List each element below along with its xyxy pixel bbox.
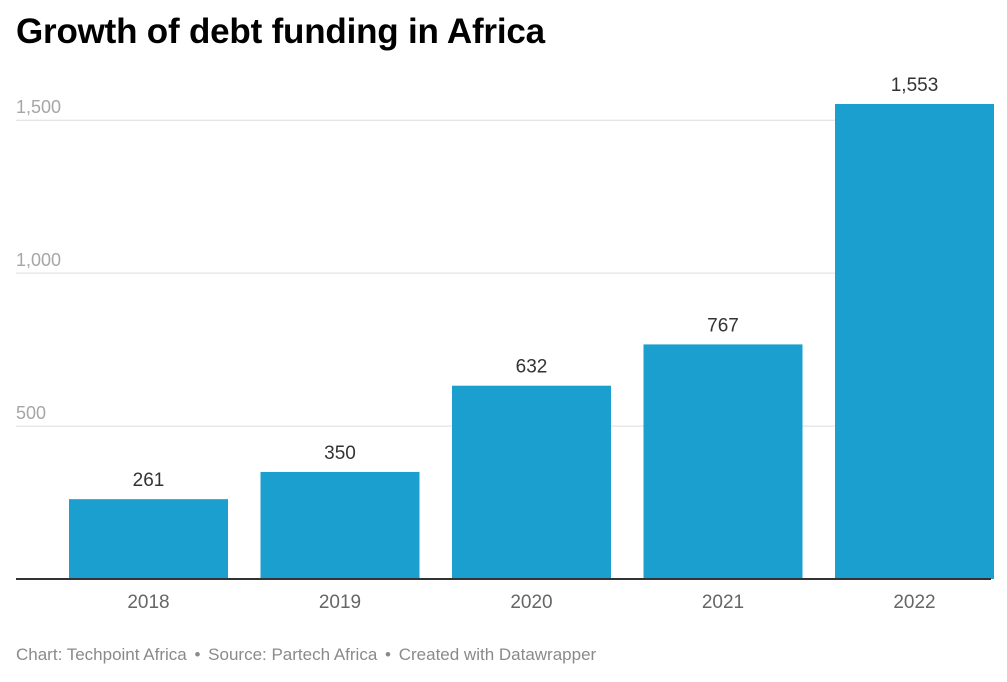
y-tick-label: 1,000 [16, 250, 61, 270]
bar-2022 [835, 104, 994, 579]
x-category-label: 2021 [702, 592, 744, 613]
x-category-label: 2019 [319, 592, 361, 613]
source-note: Source: Partech Africa [208, 645, 378, 664]
value-label: 1,553 [891, 75, 939, 96]
separator-dot: • [385, 645, 391, 664]
separator-dot: • [194, 645, 201, 664]
value-label: 767 [707, 315, 739, 336]
bars [69, 104, 994, 579]
bar-2019 [260, 471, 420, 579]
bar-2021 [643, 344, 803, 579]
chart-footer: Chart: Techpoint Africa • Source: Partec… [16, 645, 596, 665]
value-label: 632 [516, 357, 548, 378]
x-category-label: 2022 [893, 592, 935, 613]
bar-2020 [452, 385, 611, 579]
x-category-label: 2020 [510, 592, 552, 613]
labels: 500 1,000 1,500 261 2018 350 2019 632 2020 767 202… [16, 75, 991, 613]
value-label: 350 [324, 443, 356, 464]
chart-credit: Chart: Techpoint Africa [16, 645, 187, 664]
x-category-label: 2018 [127, 592, 169, 613]
y-tick-label: 1,500 [16, 97, 61, 117]
y-tick-label: 500 [16, 403, 46, 423]
bar-chart: 500 1,000 1,500 261 2018 350 2019 632 2020 767 202… [16, 75, 994, 613]
created-with-note: Created with Datawrapper [398, 645, 597, 664]
chart-title: Growth of debt funding in Africa [16, 12, 545, 51]
value-label: 261 [133, 470, 165, 491]
bar-2018 [69, 499, 228, 579]
